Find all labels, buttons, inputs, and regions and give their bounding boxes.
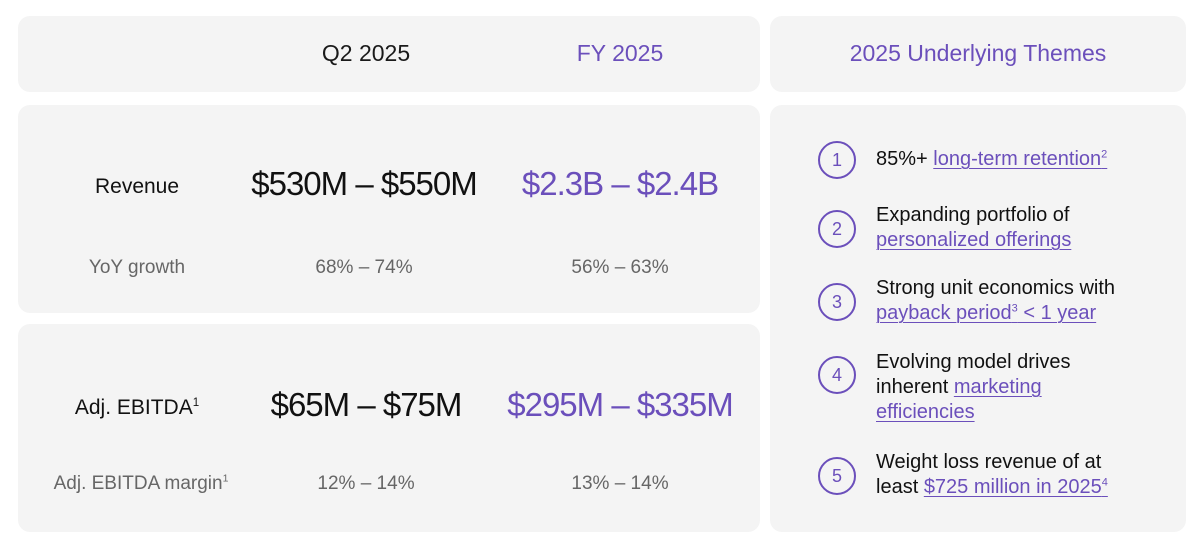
themes-header-card: 2025 Underlying Themes	[770, 16, 1186, 92]
theme-text: Strong unit economics with payback perio…	[876, 277, 1116, 324]
ebitda-fy-value: $295M – $335M	[507, 386, 733, 423]
revenue-q2-growth: 68% – 74%	[315, 257, 413, 278]
theme-item: 1 85%+ long-term retention2	[818, 141, 1107, 179]
retention-link[interactable]: long-term retention2	[933, 148, 1108, 170]
column-header-card: Q2 2025 FY 2025	[18, 16, 760, 92]
ebitda-fy-margin: 13% – 14%	[571, 473, 669, 494]
theme-item: 3 Strong unit economics with payback per…	[818, 276, 1115, 326]
theme-text: Expanding portfolio of personalized offe…	[876, 204, 1072, 251]
q2-column-header: Q2 2025	[321, 40, 411, 66]
theme-text: Weight loss revenue of at least $725 mil…	[876, 451, 1108, 498]
weight-loss-revenue-link[interactable]: $725 million in 20254	[923, 476, 1108, 498]
theme-item: 2 Expanding portfolio of personalized of…	[818, 203, 1071, 253]
number-4-icon: 4	[818, 356, 856, 394]
payback-period-link[interactable]: payback period3 < 1 year	[876, 302, 1097, 324]
themes-title: 2025 Underlying Themes	[849, 40, 1107, 66]
revenue-q2-value: $530M – $550M	[251, 165, 477, 202]
revenue-label: Revenue	[94, 175, 180, 198]
ebitda-margin-label: Adj. EBITDA margin1	[53, 473, 229, 494]
revenue-fy-growth: 56% – 63%	[571, 257, 669, 278]
theme-text: Evolving model drives inherent marketing…	[876, 351, 1071, 423]
revenue-fy-value: $2.3B – $2.4B	[521, 165, 719, 202]
number-3-icon: 3	[818, 283, 856, 321]
theme-item: 4 Evolving model drives inherent marketi…	[818, 350, 1086, 425]
number-1-icon: 1	[818, 141, 856, 179]
theme-item: 5 Weight loss revenue of at least $725 m…	[818, 450, 1108, 500]
themes-card: 1 85%+ long-term retention2 2 Expanding …	[770, 105, 1186, 532]
number-5-icon: 5	[818, 457, 856, 495]
fy-column-header: FY 2025	[576, 40, 664, 66]
revenue-card: Revenue $530M – $550M $2.3B – $2.4B YoY …	[18, 105, 760, 313]
ebitda-card: Adj. EBITDA1 $65M – $75M $295M – $335M A…	[18, 324, 760, 532]
ebitda-q2-value: $65M – $75M	[270, 386, 463, 423]
personalized-offerings-link[interactable]: personalized offerings	[876, 229, 1072, 251]
yoy-growth-label: YoY growth	[88, 257, 186, 278]
ebitda-label: Adj. EBITDA1	[74, 396, 200, 419]
number-2-icon: 2	[818, 210, 856, 248]
ebitda-q2-margin: 12% – 14%	[317, 473, 415, 494]
marketing-efficiencies-link[interactable]: marketing efficiencies	[876, 376, 1042, 423]
theme-text: 85%+ long-term retention2	[876, 148, 1108, 170]
